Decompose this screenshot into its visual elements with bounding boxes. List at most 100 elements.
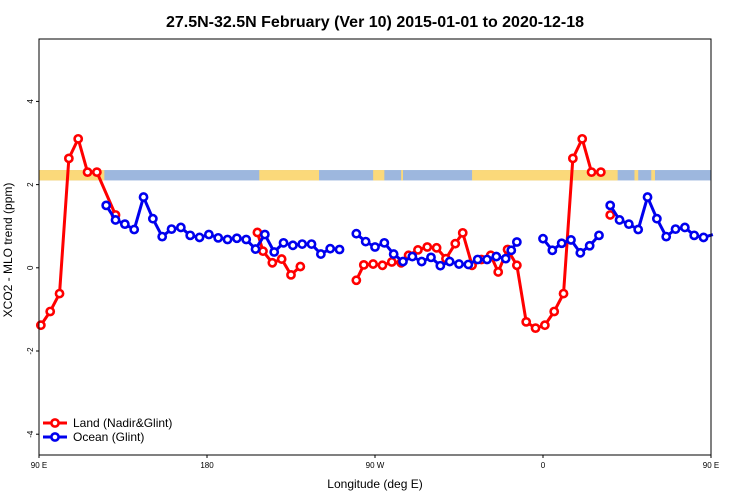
data-point-ocean	[157, 231, 168, 242]
data-point-land	[577, 133, 588, 144]
data-point-ocean	[679, 222, 690, 233]
data-point-land	[351, 275, 362, 286]
data-point-land	[368, 259, 379, 269]
y-tick-label: -4	[26, 430, 35, 438]
data-point-ocean	[642, 192, 653, 202]
data-point-ocean	[379, 237, 390, 248]
legend-marker-ocean	[50, 432, 60, 442]
surface-type-strip	[39, 170, 711, 181]
data-point-land	[539, 320, 550, 331]
data-point-land	[521, 316, 532, 327]
land-surface-band	[373, 170, 385, 181]
data-point-ocean	[259, 229, 270, 240]
data-point-ocean	[506, 245, 517, 256]
x-tick-label: 90 W	[366, 461, 385, 470]
data-point-ocean	[203, 229, 214, 240]
y-tick-label: -2	[26, 347, 35, 355]
data-point-ocean	[584, 240, 595, 251]
x-axis-ticks: 90 E 180 90 W 0 90 E	[31, 455, 719, 470]
data-point-ocean	[147, 213, 158, 224]
land-surface-band	[39, 170, 105, 181]
data-point-land	[586, 167, 597, 178]
y-tick-label: 4	[26, 99, 35, 104]
data-point-ocean	[426, 252, 436, 263]
x-axis-label: Longitude (deg E)	[327, 477, 422, 491]
data-point-ocean	[166, 224, 177, 235]
data-point-ocean	[110, 215, 121, 225]
data-point-ocean	[388, 249, 399, 259]
data-point-ocean	[511, 237, 522, 247]
data-point-ocean	[194, 232, 205, 243]
data-point-land	[431, 242, 442, 253]
data-point-ocean	[605, 200, 616, 211]
data-point-ocean	[138, 192, 149, 202]
data-point-ocean	[435, 260, 446, 271]
data-point-land	[450, 238, 461, 249]
data-point-ocean	[454, 259, 464, 269]
land-surface-band	[651, 170, 655, 181]
data-point-land	[54, 288, 65, 299]
data-point-land	[457, 227, 468, 238]
series-ocean	[101, 192, 714, 271]
data-point-ocean	[185, 230, 196, 241]
data-point-ocean	[556, 238, 567, 249]
data-point-land	[295, 261, 306, 272]
series-land	[35, 133, 616, 334]
data-point-ocean	[698, 232, 709, 243]
data-point-land	[91, 167, 102, 178]
y-axis-ticks: -4 -2 0 2 4	[26, 99, 39, 438]
series-line-land	[354, 137, 601, 330]
data-point-ocean	[500, 253, 511, 264]
legend-label-land: Land (Nadir&Glint)	[73, 416, 172, 430]
data-point-ocean	[269, 247, 280, 257]
data-point-land	[82, 167, 93, 178]
data-point-ocean	[101, 200, 112, 211]
legend-label-ocean: Ocean (Glint)	[73, 430, 144, 444]
data-point-ocean	[651, 213, 662, 224]
data-point-ocean	[538, 233, 548, 244]
data-point-ocean	[351, 228, 362, 239]
legend: Land (Nadir&Glint)Ocean (Glint)	[43, 416, 172, 444]
x-tick-label: 180	[200, 461, 214, 470]
data-point-ocean	[222, 234, 233, 245]
data-point-land	[73, 133, 84, 144]
series-line-land	[39, 137, 117, 327]
data-point-land	[377, 260, 388, 271]
data-point-ocean	[325, 243, 336, 254]
data-point-land	[35, 320, 46, 331]
data-point-ocean	[213, 232, 224, 243]
data-point-ocean	[231, 233, 242, 244]
data-point-land	[493, 267, 504, 277]
data-point-ocean	[360, 236, 371, 247]
data-point-ocean	[370, 242, 380, 252]
data-point-ocean	[491, 251, 502, 262]
data-point-ocean	[633, 224, 644, 235]
data-point-land	[63, 153, 74, 164]
data-point-land	[386, 257, 397, 267]
x-tick-label: 0	[541, 461, 546, 470]
data-point-ocean	[129, 224, 140, 235]
land-surface-band	[259, 170, 319, 181]
data-point-ocean	[306, 239, 317, 249]
data-point-ocean	[463, 259, 474, 270]
data-point-land	[252, 227, 263, 238]
data-point-ocean	[444, 256, 455, 267]
data-point-land	[530, 323, 541, 334]
x-tick-label: 90 E	[31, 461, 47, 470]
data-point-ocean	[119, 219, 130, 230]
data-point-land	[258, 246, 268, 257]
data-point-land	[595, 167, 606, 178]
data-point-ocean	[614, 215, 625, 225]
data-point-land	[422, 242, 433, 252]
data-point-land	[511, 260, 522, 271]
data-point-ocean	[398, 256, 408, 267]
data-point-land	[558, 288, 569, 299]
y-tick-label: 0	[26, 265, 35, 270]
data-point-ocean	[661, 231, 672, 242]
data-point-ocean	[594, 230, 604, 241]
data-point-ocean	[689, 230, 700, 241]
data-point-ocean	[315, 249, 326, 259]
data-point-land	[358, 259, 369, 270]
data-point-ocean	[278, 237, 289, 248]
data-point-ocean	[416, 256, 427, 267]
